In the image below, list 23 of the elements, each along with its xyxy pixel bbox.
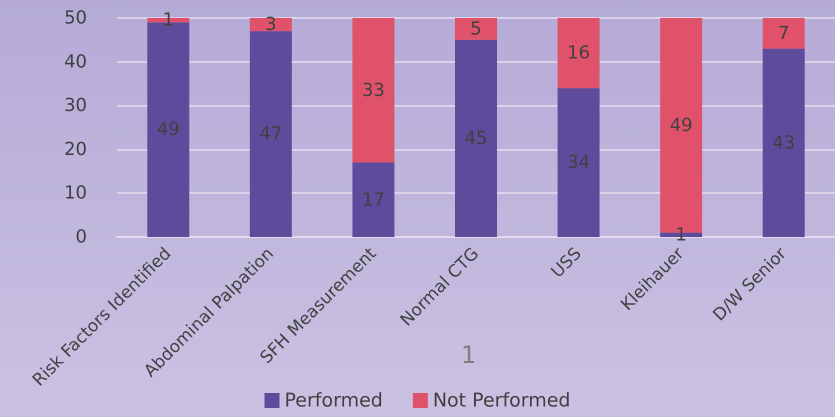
y-tick-label: 10 <box>64 182 87 204</box>
y-tick-label: 40 <box>64 51 87 72</box>
data-label: 7 <box>778 22 790 44</box>
legend-label: Performed <box>284 390 383 412</box>
y-tick-label: 50 <box>64 8 87 28</box>
y-tick-label: 30 <box>64 95 87 116</box>
text: 1 <box>461 341 476 369</box>
data-label: 16 <box>567 42 590 64</box>
data-label: 1 <box>162 10 174 31</box>
legend-label: Not Performed <box>432 390 571 412</box>
y-tick-label: 0 <box>76 226 87 248</box>
data-label: 1 <box>675 224 687 246</box>
data-label: 33 <box>362 80 385 101</box>
data-label: 43 <box>772 132 796 154</box>
data-label: 49 <box>156 119 180 140</box>
data-label: 5 <box>470 18 482 40</box>
data-label: 17 <box>362 189 385 210</box>
data-label: 47 <box>259 124 282 145</box>
y-tick-label: 20 <box>64 138 87 160</box>
data-label: 3 <box>265 14 277 36</box>
data-label: 34 <box>567 152 590 174</box>
data-label: 49 <box>670 114 693 136</box>
data-label: 45 <box>464 128 488 149</box>
